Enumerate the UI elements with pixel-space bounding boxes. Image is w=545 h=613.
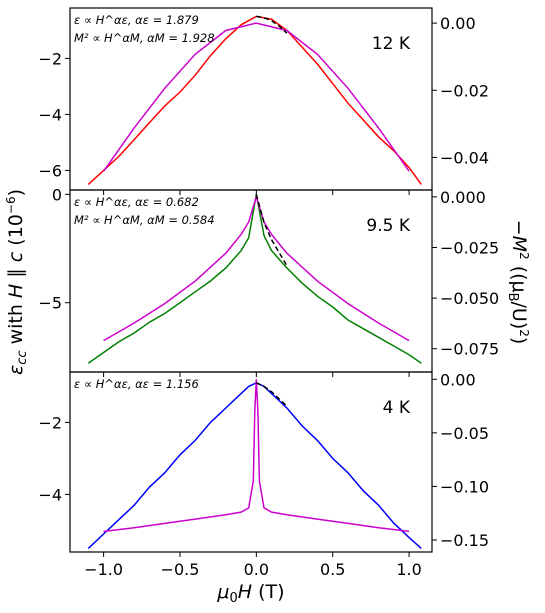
x-axis-label: μ0H (T) xyxy=(216,581,284,606)
fit-exponent-annotation: M² ∝ H^αM, αM = 1.928 xyxy=(74,31,215,45)
x-tick-label: 0.5 xyxy=(320,560,345,579)
x-tick-label: −1.0 xyxy=(84,560,123,579)
left-tick-label: −2 xyxy=(38,413,62,432)
right-tick-label: −0.15 xyxy=(440,531,489,550)
right-tick-label: −0.075 xyxy=(440,340,499,359)
power-law-fit-line xyxy=(255,194,288,267)
temperature-label: 4 K xyxy=(383,398,411,418)
right-tick-label: 0.000 xyxy=(440,188,486,207)
right-tick-label: −0.10 xyxy=(440,477,489,496)
x-tick-label: −0.5 xyxy=(161,560,200,579)
x-tick-label: 0.0 xyxy=(244,560,269,579)
temperature-label: 12 K xyxy=(372,34,411,54)
right-tick-label: −0.02 xyxy=(440,81,489,100)
panel-frame xyxy=(69,371,433,553)
x-tick-label: 1.0 xyxy=(396,560,421,579)
fit-exponent-annotation: ε ∝ H^αε, αε = 1.879 xyxy=(74,13,199,27)
left-tick-label: −5 xyxy=(38,294,62,313)
fit-exponent-annotation: ε ∝ H^αε, αε = 1.156 xyxy=(74,377,199,391)
left-tick-label: −4 xyxy=(38,105,62,124)
power-law-fit-line xyxy=(256,15,288,34)
right-tick-label: −0.025 xyxy=(440,238,499,257)
right-tick-label: −0.050 xyxy=(440,289,499,308)
left-y-axis-label: εcc with H ∥ c (10−6) xyxy=(4,189,30,375)
right-y-axis-label: −M2 ((μB/U)2) xyxy=(505,220,531,345)
right-tick-label: 0.00 xyxy=(440,14,476,33)
right-tick-label: −0.04 xyxy=(440,148,489,167)
panel-1: −2 −4 −6 0.00 −0.02 −0.04 12 K ε ∝ H^αε, αε = 1… xyxy=(38,7,489,195)
left-tick-label: 0 xyxy=(52,185,62,204)
right-tick-label: −0.05 xyxy=(440,424,489,443)
temperature-label: 9.5 K xyxy=(366,216,410,236)
right-tick-label: 0.00 xyxy=(440,370,476,389)
magnetization-series-line xyxy=(102,22,410,172)
panel-3: −2 −4 0.00 −0.05 −0.10 −0.15 −1.0 −0.5 0.0 0.5 1.0… xyxy=(38,370,489,579)
fit-exponent-annotation: M² ∝ H^αM, αM = 0.584 xyxy=(74,213,215,227)
fit-exponent-annotation: ε ∝ H^αε, αε = 0.682 xyxy=(74,195,199,209)
left-tick-label: −2 xyxy=(38,49,62,68)
left-tick-label: −6 xyxy=(38,161,62,180)
power-law-fit-line xyxy=(255,382,288,407)
left-tick-label: −4 xyxy=(38,485,62,504)
magnetization-series-line xyxy=(103,379,410,533)
panel-2: 0 −5 0.000 −0.025 −0.050 −0.075 9.5 K ε ∝ H^αε,… xyxy=(38,185,499,377)
